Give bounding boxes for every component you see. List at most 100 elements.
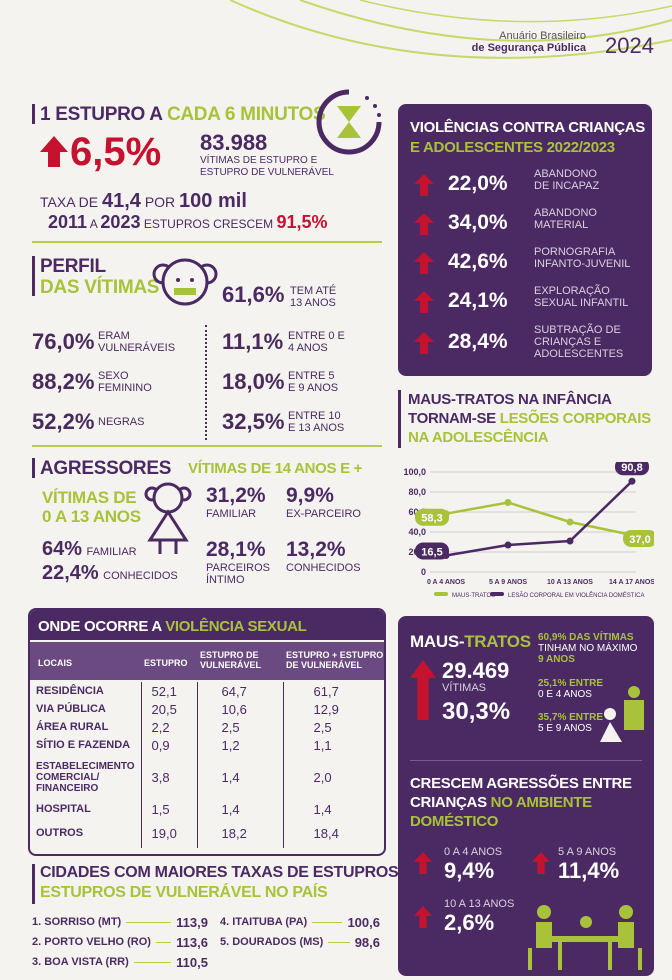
- stupro-title: 1 ESTUPRO A CADA 6 MINUTOS: [40, 104, 326, 126]
- data-label-badge: [415, 542, 449, 560]
- violencia-value: 22,0%: [448, 172, 508, 195]
- leader-line: [312, 921, 343, 923]
- onde-cell: 2,0: [313, 769, 332, 785]
- y-tick-label: 80,0: [408, 487, 426, 497]
- violencias-title-2: E ADOLESCENTES 2022/2023: [410, 139, 615, 156]
- table-row: VIA PÚBLICA 20,5 10,6 12,9: [30, 700, 384, 718]
- cidades-title-2: ESTUPROS DE VULNERÁVEL NO PAÍS: [40, 884, 328, 901]
- agressor-value: 22,4%: [42, 562, 99, 584]
- stupro-victims-desc-2: ESTUPRO DE VULNERÁVEL: [200, 167, 334, 178]
- onde-local: RESIDÊNCIA: [30, 682, 142, 700]
- cidade-name: 1. SORRISO (MT): [32, 916, 122, 928]
- leader-line: [126, 921, 172, 923]
- maus-note-2b: 0 E 4 ANOS: [538, 689, 592, 700]
- onde-local: ESTABELECIMENTO COMERCIAL/ FINANCEIRO: [30, 754, 142, 800]
- red-arrow-icon: [414, 291, 434, 313]
- perfil-value: 52,2%: [32, 409, 95, 434]
- agressores-left-title-1: VÍTIMAS DE: [42, 488, 137, 507]
- growth-year-b: 2023: [100, 212, 141, 232]
- section-bar: [32, 256, 35, 296]
- leader-line: [133, 961, 172, 963]
- perfil-label-1: ENTRE 0 E: [288, 330, 345, 342]
- agressores-right-title: VÍTIMAS DE 14 ANOS E +: [188, 460, 363, 477]
- perfil-label: ENTRE 10 E 13 ANOS: [288, 410, 344, 434]
- maus-value: 29.469: [442, 658, 510, 683]
- maus-title-b: TRATOS: [464, 632, 531, 651]
- growth-a: A: [89, 217, 98, 231]
- family-table-icon: [528, 905, 642, 970]
- onde-cell: 1,1: [313, 737, 332, 753]
- cidades-list-right: 4. ITAITUBA (PA) 100,6 5. DOURADOS (MS) 98…: [220, 912, 380, 952]
- series-line: [445, 501, 633, 537]
- data-point: [504, 499, 512, 506]
- y-tick-label: 0: [421, 567, 426, 577]
- x-tick-label: 14 A 17 ANOS: [609, 579, 654, 586]
- cidade-item: 4. ITAITUBA (PA) 100,6: [220, 912, 380, 932]
- crescem-value: 2,6%: [444, 910, 495, 935]
- violencia-label-2: DE INCAPAZ: [534, 180, 600, 192]
- perfil-value: 18,0%: [222, 369, 285, 394]
- legend-label: MAUS-TRATOS: [452, 593, 495, 599]
- red-arrow-icon: [414, 852, 432, 874]
- section-bar: [398, 390, 401, 448]
- stupro-pct: 6,5%: [70, 130, 162, 174]
- series-line: [445, 480, 633, 557]
- perfil-label-2: E 9 ANOS: [288, 382, 339, 394]
- onde-cell: 2,5: [197, 718, 284, 736]
- onde-cell: 3,8: [141, 754, 198, 800]
- onde-cell: 2,2: [141, 718, 198, 736]
- taxa-a: TAXA DE: [40, 194, 99, 210]
- cidade-value: 110,5: [176, 954, 208, 970]
- maus-note-2: 25,1% ENTRE 0 E 4 ANOS: [538, 678, 603, 700]
- perfil-label-2: E 13 ANOS: [288, 422, 345, 434]
- maus-note-1a: 60,9% DAS VÍTIMAS: [538, 632, 634, 643]
- violencias-title-1: VIOLÊNCIAS CONTRA CRIANÇAS: [410, 119, 645, 136]
- maus-pct: 30,3%: [442, 698, 511, 725]
- violencia-item: 24,1% EXPLORAÇÃO SEXUAL INFANTIL: [414, 285, 644, 324]
- crescem-label: 0 A 4 ANOS: [444, 846, 503, 858]
- perfil-label-2: VULNERÁVEIS: [98, 342, 176, 354]
- crescem-item: 0 A 4 ANOS 9,4%: [444, 846, 502, 884]
- onde-cell: 52,1: [141, 682, 198, 700]
- onde-cell: 18,4: [313, 825, 339, 841]
- onde-cell: 1,2: [197, 736, 284, 754]
- onde-header-cell: ESTUPRO: [144, 658, 188, 668]
- violencia-label-2: MATERIAL: [534, 219, 589, 231]
- chart-title-2a: TORNAM-SE: [408, 410, 496, 427]
- perfil-label-1: TEM ATÉ: [290, 285, 337, 297]
- perfil-value: 76,0%: [32, 329, 95, 354]
- crescem-title-3: DOMÉSTICO: [410, 813, 499, 830]
- crescem-title-2a: CRIANÇAS: [410, 794, 487, 811]
- violencia-label-1: SUBTRAÇÃO DE: [534, 324, 621, 336]
- table-row: RESIDÊNCIA 52,1 64,7 61,7: [30, 682, 384, 700]
- chart-title-3: NA ADOLESCÊNCIA: [408, 429, 549, 446]
- onde-cell: 1,4: [197, 754, 284, 800]
- agressor-label: CONHECIDOS: [103, 570, 178, 582]
- taxa-b: 100 mil: [179, 190, 247, 212]
- violencia-label-1: ABANDONO: [534, 207, 597, 219]
- data-point: [566, 537, 574, 545]
- cidade-name: 3. BOA VISTA (RR): [32, 956, 129, 968]
- violencia-item: 42,6% PORNOGRAFIA INFANTO-JUVENIL: [414, 246, 644, 285]
- violencia-label: PORNOGRAFIA INFANTO-JUVENIL: [534, 246, 630, 270]
- taxa-por: POR: [144, 194, 176, 210]
- red-arrow-icon: [414, 252, 434, 274]
- legend-swatch: [490, 592, 504, 596]
- data-label-badge: [615, 462, 649, 476]
- maus-note-1: 60,9% DAS VÍTIMAS TINHAM NO MÁXIMO 9 ANO…: [538, 632, 637, 665]
- crescem-title-2: CRIANÇAS NO AMBIENTE: [410, 793, 632, 812]
- red-arrow-icon: [410, 660, 436, 720]
- x-tick-label: 10 A 13 ANOS: [547, 579, 593, 586]
- cidade-value: 113,6: [176, 934, 208, 950]
- table-row: SÍTIO E FAZENDA 0,9 1,2 1,1: [30, 736, 384, 754]
- onde-table: RESIDÊNCIA 52,1 64,7 61,7 VIA PÚBLICA 20,5 10…: [30, 682, 384, 848]
- y-tick-label: 40,0: [408, 527, 426, 537]
- crescem-item: 5 A 9 ANOS 11,4%: [558, 846, 619, 884]
- up-arrow-icon: [40, 136, 68, 152]
- violencia-label: SUBTRAÇÃO DE CRIANÇAS E ADOLESCENTES: [534, 324, 623, 360]
- table-row: ESTABELECIMENTO COMERCIAL/ FINANCEIRO 3,8…: [30, 754, 384, 800]
- agressores-left-title-2: 0 A 13 ANOS: [42, 507, 141, 526]
- violencia-label-2: INFANTO-JUVENIL: [534, 258, 631, 270]
